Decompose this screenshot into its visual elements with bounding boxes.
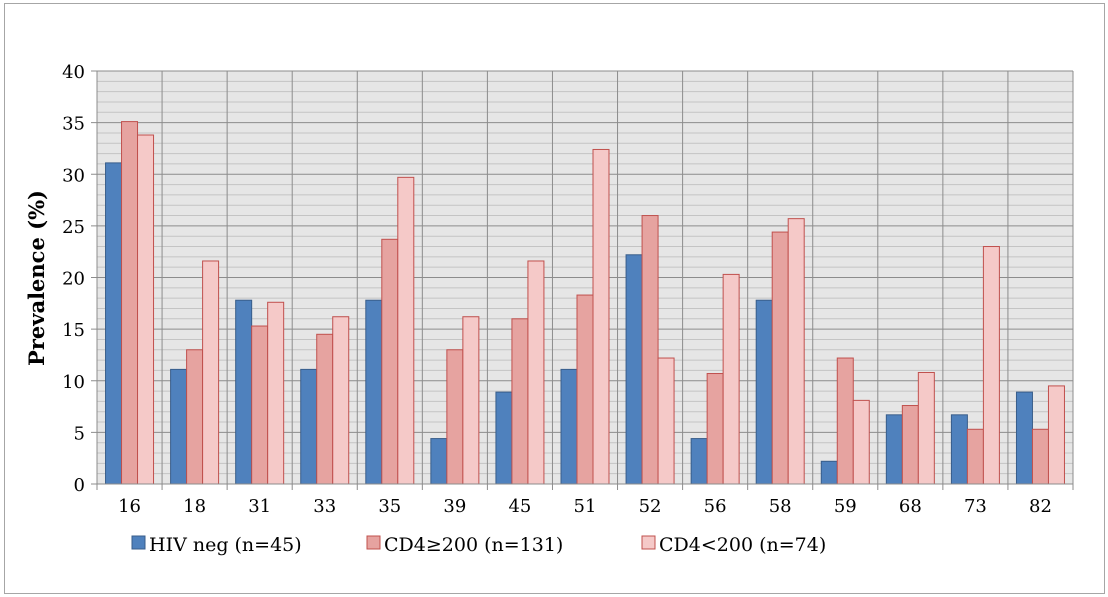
x-tick-label: 59 xyxy=(834,496,857,517)
axes xyxy=(91,70,1074,490)
bar-39-series-2 xyxy=(446,349,464,485)
bar-45-series-2 xyxy=(511,318,529,485)
x-tick-label: 56 xyxy=(704,496,727,517)
bar-33-series-2 xyxy=(316,333,334,485)
x-tick-label: 33 xyxy=(313,496,336,517)
x-tick-label: 31 xyxy=(248,496,271,517)
bar-58-series-3 xyxy=(787,218,805,485)
legend-label-series-2: CD4≥200 (n=131) xyxy=(384,534,563,556)
bar-33-series-3 xyxy=(332,316,350,485)
legend-label-series-3: CD4<200 (n=74) xyxy=(659,534,826,556)
y-axis-label: Prevalence (%) xyxy=(24,190,49,366)
bar-31-series-2 xyxy=(251,325,269,485)
bar-58-series-1 xyxy=(755,299,773,485)
bar-82-series-2 xyxy=(1031,428,1049,485)
bar-33-series-1 xyxy=(300,368,318,485)
x-tick-label: 51 xyxy=(574,496,597,517)
y-tick-label: 0 xyxy=(74,475,85,496)
bar-73-series-1 xyxy=(950,414,968,485)
bar-51-series-1 xyxy=(560,368,578,485)
x-tick-label: 45 xyxy=(508,496,531,517)
y-tick-label: 35 xyxy=(62,114,85,135)
bar-56-series-3 xyxy=(722,273,740,485)
bar-56-series-1 xyxy=(690,438,708,485)
bar-68-series-2 xyxy=(901,405,919,485)
y-tick-label: 25 xyxy=(62,217,85,238)
bar-16-series-3 xyxy=(137,134,155,485)
bar-45-series-3 xyxy=(527,260,545,485)
x-tick-label: 16 xyxy=(118,496,141,517)
legend-label-series-1: HIV neg (n=45) xyxy=(149,534,302,556)
bar-31-series-1 xyxy=(235,299,253,485)
bar-73-series-3 xyxy=(982,246,1000,485)
bar-82-series-3 xyxy=(1047,385,1065,485)
y-tick-label: 40 xyxy=(62,62,85,83)
bar-16-series-2 xyxy=(121,121,139,485)
bar-59-series-3 xyxy=(852,399,870,485)
x-tick-label: 73 xyxy=(964,496,987,517)
bar-82-series-1 xyxy=(1015,391,1033,485)
bar-35-series-1 xyxy=(365,299,383,485)
bar-39-series-1 xyxy=(430,438,448,485)
bar-52-series-3 xyxy=(657,357,675,485)
bar-35-series-2 xyxy=(381,238,399,485)
bar-35-series-3 xyxy=(397,176,415,485)
x-tick-label: 58 xyxy=(769,496,792,517)
bar-18-series-2 xyxy=(186,349,204,485)
x-tick-label: 35 xyxy=(378,496,401,517)
bar-31-series-3 xyxy=(267,301,285,485)
bar-59-series-2 xyxy=(836,357,854,485)
bar-68-series-3 xyxy=(917,371,935,485)
bar-18-series-3 xyxy=(202,260,220,485)
bar-51-series-2 xyxy=(576,294,594,485)
y-tick-labels: 0 5 10 15 20 25 30 35 40 xyxy=(62,62,85,496)
bar-51-series-3 xyxy=(592,148,610,485)
legend-swatch-series-1 xyxy=(131,535,146,550)
x-tick-label: 52 xyxy=(639,496,662,517)
x-tick-labels: 16 18 31 33 35 39 45 51 52 56 58 59 68 73 82 xyxy=(118,496,1052,517)
x-tick-label: 39 xyxy=(443,496,466,517)
y-tick-label: 30 xyxy=(62,165,85,186)
x-tick-label: 18 xyxy=(183,496,206,517)
bar-52-series-2 xyxy=(641,215,659,485)
y-tick-label: 5 xyxy=(74,423,85,444)
bar-68-series-1 xyxy=(885,414,903,485)
legend-swatch-series-3 xyxy=(641,535,656,550)
bars xyxy=(105,121,1065,485)
y-tick-label: 15 xyxy=(62,320,85,341)
bar-18-series-1 xyxy=(170,368,188,485)
legend: HIV neg (n=45) CD4≥200 (n=131) CD4<200 (n=… xyxy=(131,534,826,556)
bar-52-series-1 xyxy=(625,254,643,485)
y-tick-label: 20 xyxy=(62,269,85,290)
bar-59-series-1 xyxy=(820,460,838,485)
x-tick-label: 68 xyxy=(899,496,922,517)
bar-39-series-3 xyxy=(462,316,480,485)
x-tick-label: 82 xyxy=(1029,496,1052,517)
y-tick-label: 10 xyxy=(62,372,85,393)
bar-16-series-1 xyxy=(105,162,123,485)
bar-56-series-2 xyxy=(706,373,724,485)
legend-swatch-series-2 xyxy=(366,535,381,550)
bar-45-series-1 xyxy=(495,391,513,485)
bar-73-series-2 xyxy=(966,428,984,485)
bar-58-series-2 xyxy=(771,231,789,485)
